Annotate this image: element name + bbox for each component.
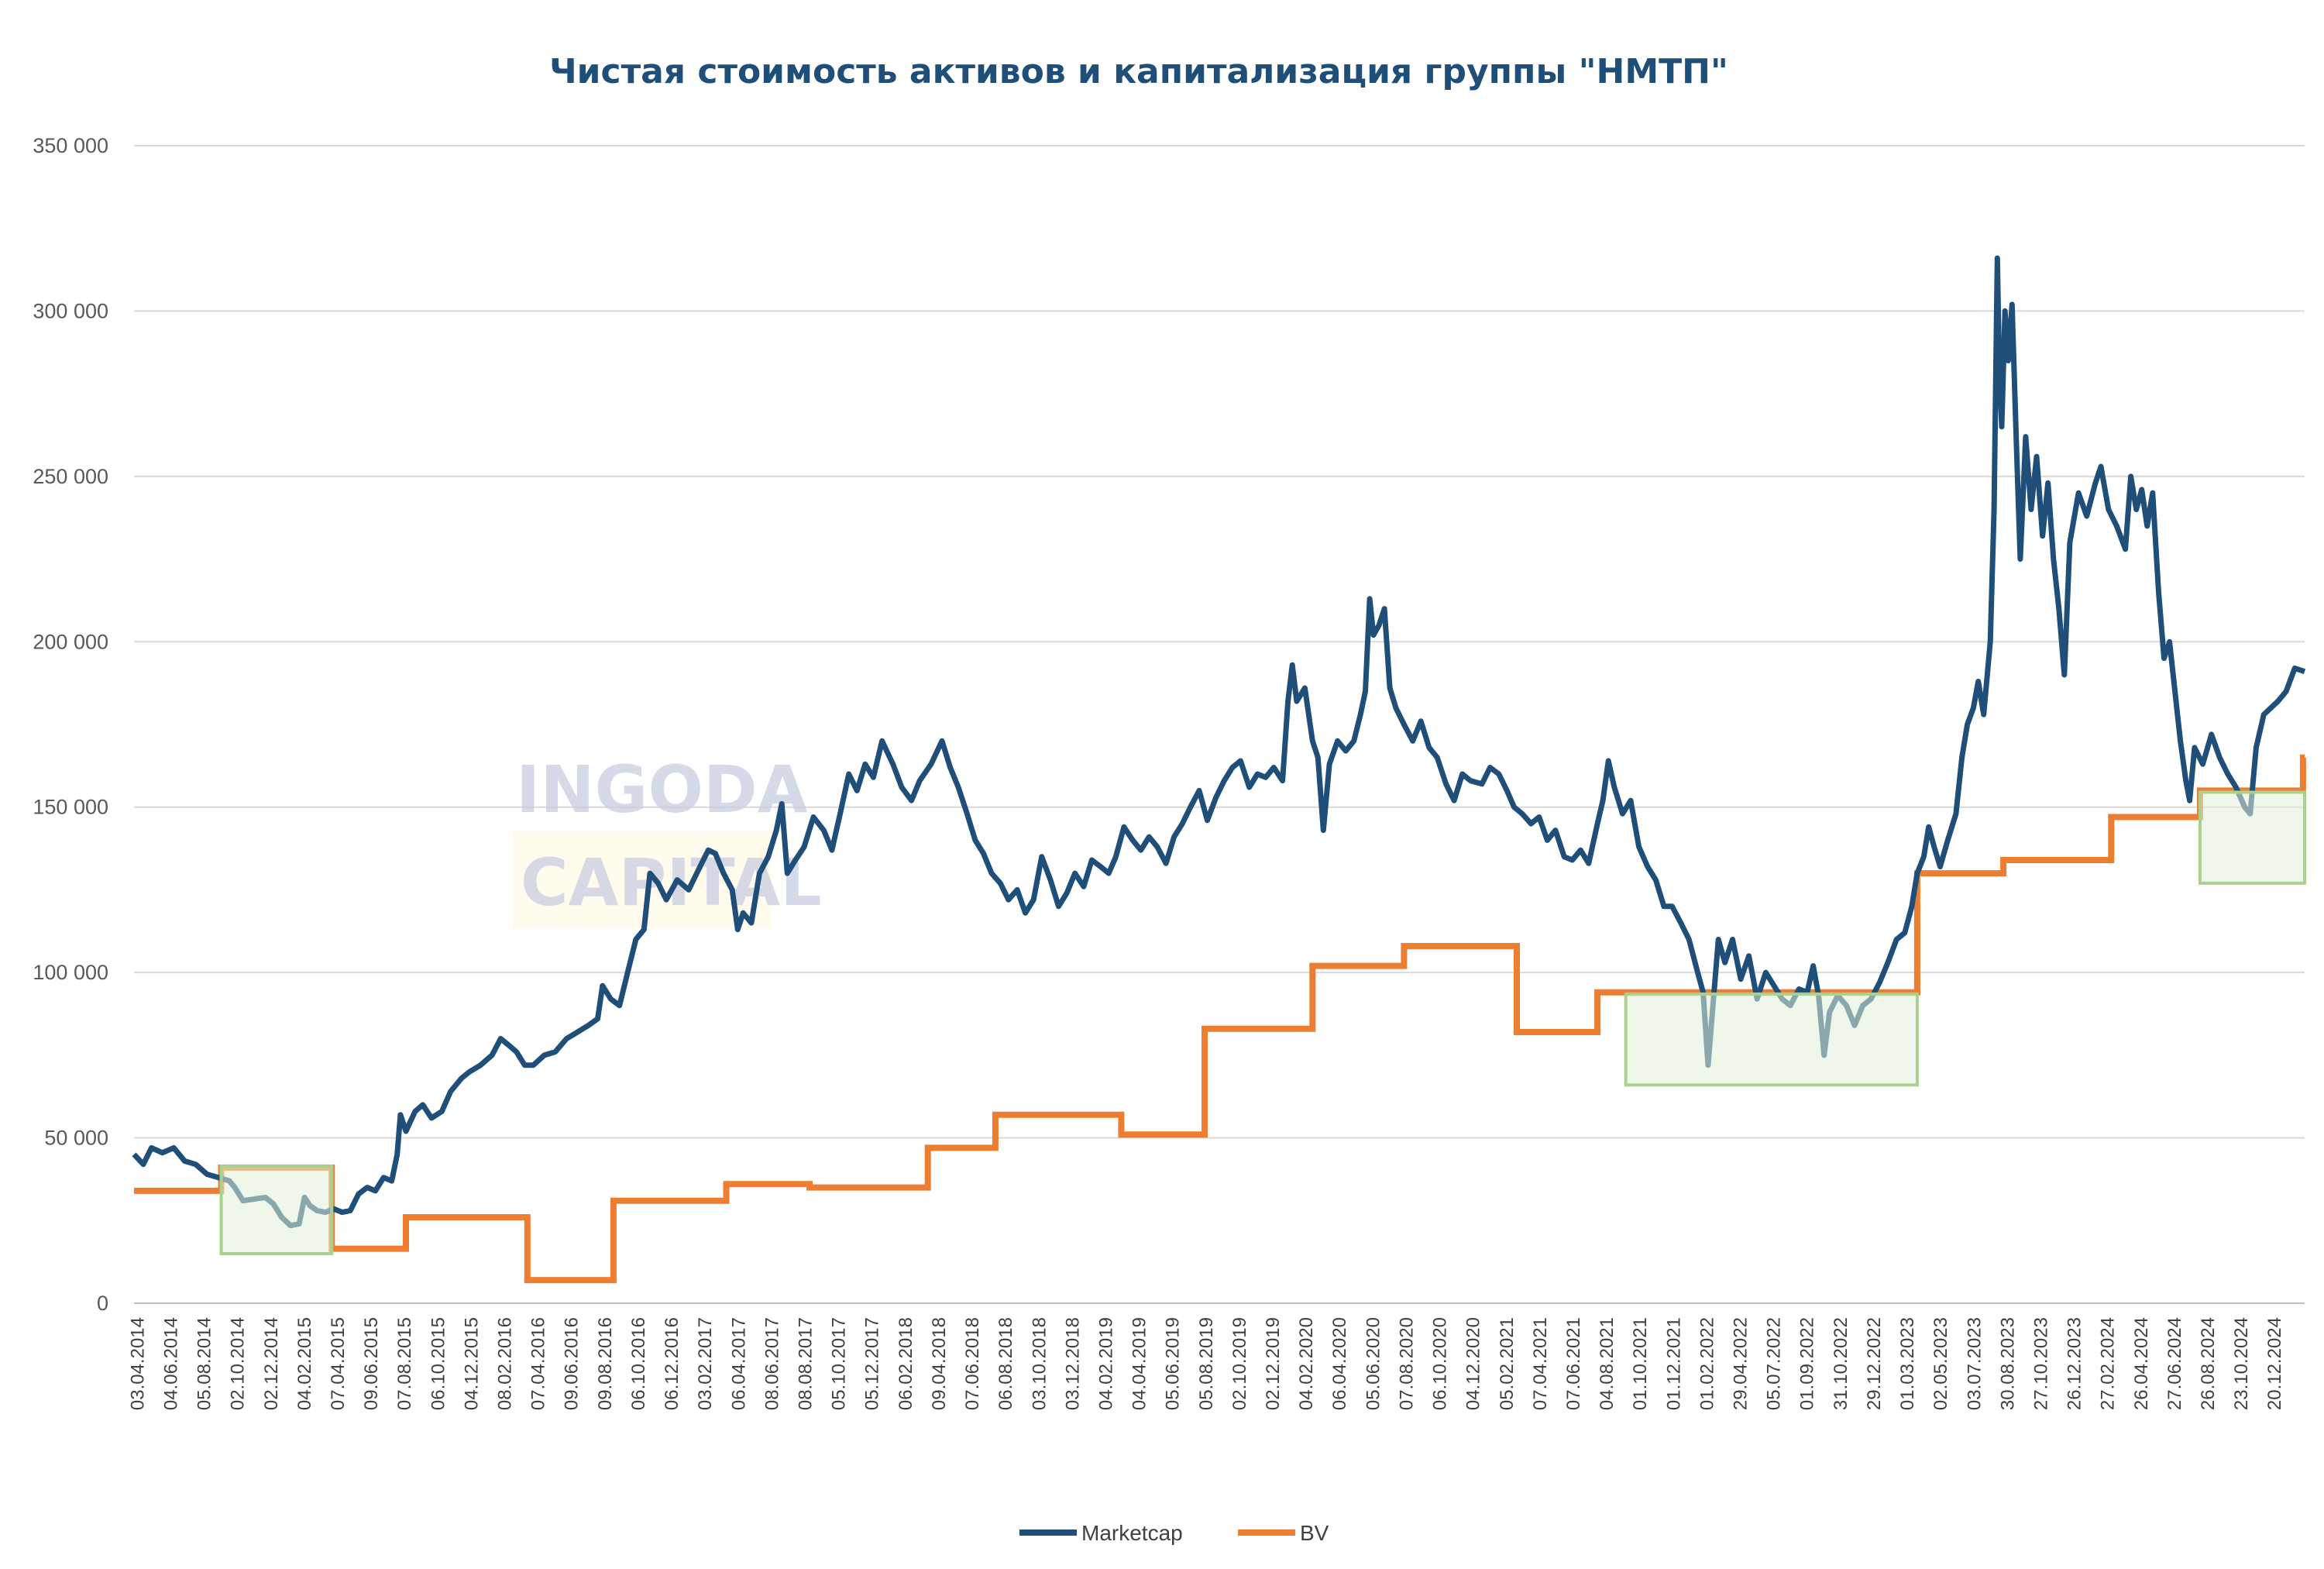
- y-tick-label: 200 000: [33, 630, 108, 653]
- y-tick-label: 150 000: [33, 796, 108, 819]
- x-tick-label: 01.09.2022: [1797, 1317, 1818, 1410]
- x-tick-label: 01.02.2022: [1697, 1317, 1717, 1410]
- x-tick-label: 09.06.2016: [562, 1317, 583, 1410]
- legend: Marketcap BV: [1019, 1521, 1329, 1545]
- x-tick-label: 01.03.2023: [1897, 1317, 1918, 1410]
- x-tick-label: 06.10.2020: [1430, 1317, 1451, 1410]
- watermark: INGODA CAPITAL: [513, 752, 822, 928]
- x-tick-label: 20.12.2024: [2264, 1317, 2285, 1410]
- x-tick-label: 08.08.2017: [795, 1317, 816, 1410]
- highlight-box: [1624, 992, 1919, 1087]
- x-tick-label: 07.06.2021: [1563, 1317, 1584, 1410]
- x-tick-label: 26.04.2024: [2131, 1317, 2152, 1410]
- x-tick-label: 01.10.2021: [1630, 1317, 1651, 1410]
- x-tick-label: 05.10.2017: [829, 1317, 850, 1410]
- y-tick-label: 300 000: [33, 299, 108, 322]
- series: [132, 255, 2306, 1284]
- x-tick-label: 05.08.2019: [1196, 1317, 1217, 1410]
- x-tick-label: 02.10.2014: [228, 1317, 249, 1410]
- x-tick-label: 03.12.2018: [1062, 1317, 1083, 1410]
- x-tick-label: 03.07.2023: [1964, 1317, 1985, 1410]
- legend-marketcap-label: Marketcap: [1081, 1521, 1183, 1545]
- y-tick-label: 350 000: [33, 134, 108, 157]
- x-tick-label: 02.05.2023: [1930, 1317, 1951, 1410]
- x-tick-label: 06.02.2018: [896, 1317, 916, 1410]
- x-axis: 03.04.2014 04.06.2014 05.08.2014 02.10.2014…: [127, 1317, 2285, 1410]
- x-tick-label: 04.06.2014: [160, 1317, 181, 1410]
- y-tick-label: 0: [97, 1292, 108, 1315]
- highlight-box: [219, 1164, 334, 1255]
- x-tick-label: 06.08.2018: [995, 1317, 1016, 1410]
- x-tick-label: 09.08.2016: [595, 1317, 616, 1410]
- x-tick-label: 04.12.2020: [1463, 1317, 1484, 1410]
- highlight-boxes: [219, 790, 2307, 1255]
- x-tick-label: 23.10.2024: [2231, 1317, 2252, 1410]
- chart-title: Чистая стоимость активов и капитализация…: [549, 52, 1728, 91]
- y-tick-label: 250 000: [33, 465, 108, 488]
- x-tick-label: 31.10.2022: [1831, 1317, 1851, 1410]
- x-tick-label: 30.08.2023: [1997, 1317, 2018, 1410]
- x-tick-label: 06.04.2017: [728, 1317, 749, 1410]
- x-tick-label: 04.08.2021: [1597, 1317, 1618, 1410]
- x-tick-label: 08.02.2016: [495, 1317, 516, 1410]
- x-tick-label: 05.07.2022: [1764, 1317, 1785, 1410]
- x-tick-label: 03.04.2014: [127, 1317, 148, 1410]
- x-tick-label: 27.10.2023: [2030, 1317, 2051, 1410]
- x-tick-label: 04.02.2020: [1296, 1317, 1317, 1410]
- series-bv-line: [134, 754, 2306, 1284]
- x-tick-label: 27.02.2024: [2098, 1317, 2119, 1410]
- x-tick-label: 03.10.2018: [1029, 1317, 1050, 1410]
- watermark-line-2: CAPITAL: [521, 845, 822, 920]
- x-tick-label: 07.04.2015: [328, 1317, 349, 1410]
- x-tick-label: 07.08.2020: [1396, 1317, 1417, 1410]
- x-tick-label: 04.04.2019: [1129, 1317, 1150, 1410]
- x-tick-label: 27.06.2024: [2164, 1317, 2185, 1410]
- x-tick-label: 06.12.2016: [662, 1317, 682, 1410]
- x-tick-label: 29.12.2022: [1864, 1317, 1885, 1410]
- x-tick-label: 05.06.2020: [1363, 1317, 1384, 1410]
- series-marketcap-line: [132, 255, 2306, 1229]
- x-tick-label: 26.12.2023: [2064, 1317, 2085, 1410]
- x-tick-label: 04.02.2015: [294, 1317, 315, 1410]
- x-tick-label: 04.12.2015: [461, 1317, 482, 1410]
- x-tick-label: 05.08.2014: [194, 1317, 215, 1410]
- y-tick-label: 100 000: [33, 961, 108, 984]
- x-tick-label: 07.04.2016: [528, 1317, 549, 1410]
- x-tick-label: 26.08.2024: [2198, 1317, 2219, 1410]
- x-tick-label: 06.04.2020: [1329, 1317, 1350, 1410]
- y-tick-label: 50 000: [44, 1127, 108, 1150]
- highlight-box: [2198, 790, 2307, 885]
- x-tick-label: 02.12.2014: [261, 1317, 282, 1410]
- y-axis: 0 50 000 100 000 150 000 200 000 250 000 300 0…: [33, 134, 108, 1315]
- x-tick-label: 29.04.2022: [1731, 1317, 1752, 1410]
- watermark-line-1: INGODA: [516, 752, 808, 828]
- x-tick-label: 05.02.2021: [1497, 1317, 1518, 1410]
- x-tick-label: 07.06.2018: [962, 1317, 983, 1410]
- x-tick-label: 07.04.2021: [1530, 1317, 1551, 1410]
- x-tick-label: 09.06.2015: [361, 1317, 382, 1410]
- x-tick-label: 02.10.2019: [1229, 1317, 1250, 1410]
- x-tick-label: 07.08.2015: [394, 1317, 415, 1410]
- x-tick-label: 08.06.2017: [761, 1317, 782, 1410]
- x-tick-label: 04.02.2019: [1095, 1317, 1116, 1410]
- x-tick-label: 01.12.2021: [1663, 1317, 1684, 1410]
- x-tick-label: 03.02.2017: [695, 1317, 716, 1410]
- x-tick-label: 06.10.2015: [428, 1317, 449, 1410]
- x-tick-label: 06.10.2016: [628, 1317, 649, 1410]
- x-tick-label: 05.06.2019: [1163, 1317, 1184, 1410]
- x-tick-label: 02.12.2019: [1263, 1317, 1284, 1410]
- gridlines: [134, 145, 2305, 1304]
- legend-bv-label: BV: [1300, 1521, 1329, 1545]
- x-tick-label: 09.04.2018: [929, 1317, 950, 1410]
- x-tick-label: 05.12.2017: [862, 1317, 883, 1410]
